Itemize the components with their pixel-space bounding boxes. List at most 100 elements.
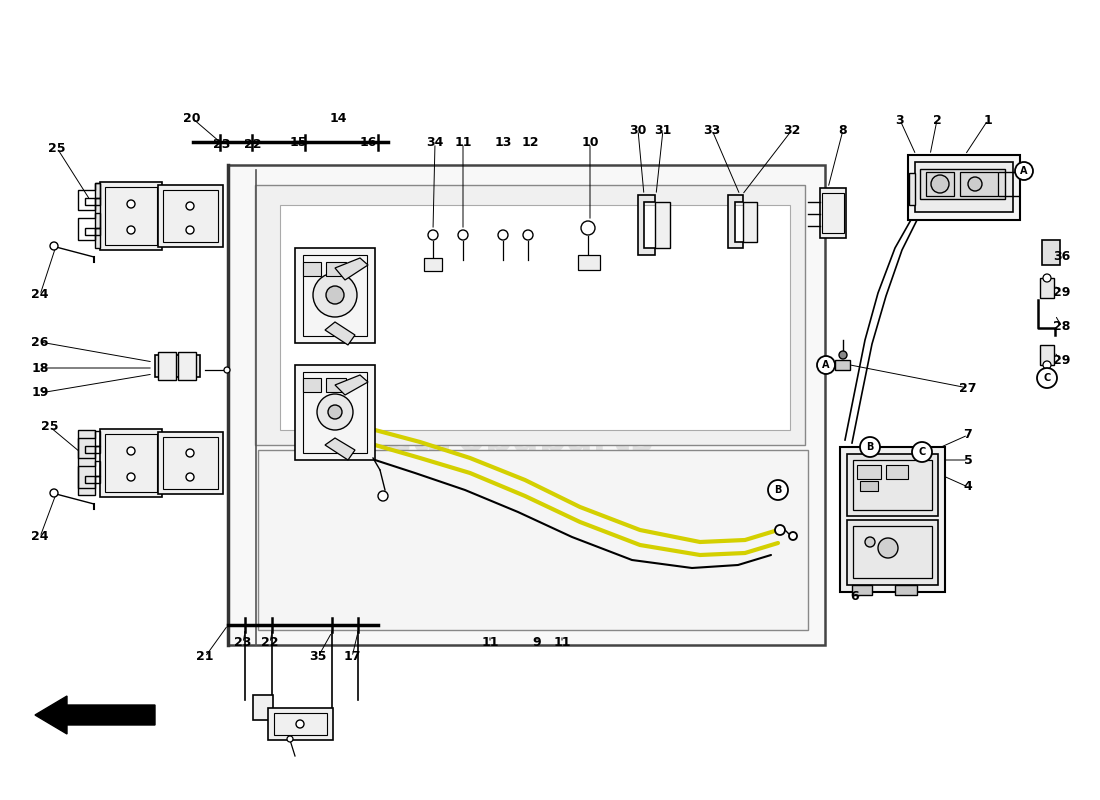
Bar	[158, 185, 223, 247]
Bar	[895, 585, 917, 595]
Circle shape	[428, 230, 438, 240]
Text: 19: 19	[31, 386, 48, 399]
Circle shape	[378, 491, 388, 501]
Text: 25: 25	[42, 421, 58, 434]
Circle shape	[776, 525, 785, 535]
Circle shape	[860, 437, 880, 457]
Bar	[578, 255, 600, 270]
Bar	[302, 255, 367, 336]
Circle shape	[224, 367, 230, 373]
Circle shape	[581, 221, 595, 235]
Bar	[163, 190, 218, 242]
Bar	[104, 187, 157, 245]
Text: 32: 32	[783, 123, 801, 137]
Bar	[100, 182, 162, 250]
Bar	[857, 465, 881, 479]
Circle shape	[839, 351, 847, 359]
Text: 27: 27	[959, 382, 977, 394]
Polygon shape	[95, 183, 100, 248]
Text: 5: 5	[964, 454, 972, 466]
Polygon shape	[78, 430, 95, 495]
Polygon shape	[280, 205, 790, 430]
Text: 24: 24	[31, 530, 48, 543]
Circle shape	[186, 226, 194, 234]
Circle shape	[326, 286, 344, 304]
Text: 29: 29	[1054, 286, 1070, 299]
Polygon shape	[324, 438, 355, 460]
Bar	[909, 173, 915, 205]
Text: 33: 33	[703, 123, 720, 137]
Circle shape	[50, 489, 58, 497]
Text: A: A	[1021, 166, 1027, 176]
Text: 3: 3	[895, 114, 904, 126]
Bar	[253, 695, 273, 720]
Text: 11: 11	[553, 637, 571, 650]
Circle shape	[865, 537, 874, 547]
Text: 22: 22	[244, 138, 262, 151]
Bar	[852, 526, 932, 578]
Circle shape	[1043, 361, 1050, 369]
Text: 29: 29	[1054, 354, 1070, 367]
Circle shape	[186, 473, 194, 481]
Text: a passion for parts: a passion for parts	[416, 480, 624, 500]
Text: B: B	[774, 485, 782, 495]
Text: 11: 11	[454, 137, 472, 150]
Bar	[860, 481, 878, 491]
Polygon shape	[654, 202, 670, 248]
Bar	[926, 172, 954, 196]
Bar	[302, 262, 321, 276]
Circle shape	[126, 226, 135, 234]
Bar	[820, 188, 846, 238]
Polygon shape	[324, 322, 355, 345]
Bar	[158, 432, 223, 494]
Bar	[295, 248, 375, 343]
Polygon shape	[228, 165, 825, 645]
Bar	[268, 708, 333, 740]
Text: 26: 26	[31, 335, 48, 349]
Text: 28: 28	[1054, 321, 1070, 334]
Text: 4: 4	[964, 481, 972, 494]
Text: 20: 20	[184, 111, 200, 125]
Bar	[274, 713, 327, 735]
Text: 25: 25	[48, 142, 66, 154]
Circle shape	[817, 356, 835, 374]
Bar	[840, 447, 945, 592]
Bar	[852, 585, 872, 595]
Circle shape	[1037, 368, 1057, 388]
Bar	[847, 454, 938, 516]
Bar	[835, 360, 850, 370]
Text: A: A	[823, 360, 829, 370]
Text: 7: 7	[964, 429, 972, 442]
Bar	[326, 378, 346, 392]
Text: 34: 34	[427, 137, 443, 150]
Bar	[178, 352, 196, 380]
Text: 9: 9	[532, 637, 541, 650]
Text: 10: 10	[581, 137, 598, 150]
Polygon shape	[255, 185, 805, 445]
Circle shape	[789, 532, 797, 540]
Bar	[100, 429, 162, 497]
Text: 6: 6	[850, 590, 859, 603]
Circle shape	[287, 736, 293, 742]
Circle shape	[522, 230, 534, 240]
Text: 36: 36	[1054, 250, 1070, 263]
Bar	[295, 365, 375, 460]
Circle shape	[126, 473, 135, 481]
Bar	[155, 355, 200, 377]
Text: 35: 35	[309, 650, 327, 663]
Text: 2: 2	[933, 114, 942, 126]
Text: 16: 16	[360, 137, 376, 150]
Polygon shape	[336, 375, 368, 395]
Bar	[1040, 278, 1054, 298]
Text: 18: 18	[31, 362, 48, 374]
Circle shape	[314, 273, 358, 317]
Text: 24: 24	[31, 289, 48, 302]
Text: B: B	[867, 442, 873, 452]
Circle shape	[458, 230, 468, 240]
Bar	[158, 352, 176, 380]
Text: 12: 12	[521, 137, 539, 150]
FancyArrow shape	[35, 696, 155, 734]
Polygon shape	[742, 202, 757, 242]
Bar	[920, 169, 1005, 199]
Bar	[886, 465, 907, 479]
